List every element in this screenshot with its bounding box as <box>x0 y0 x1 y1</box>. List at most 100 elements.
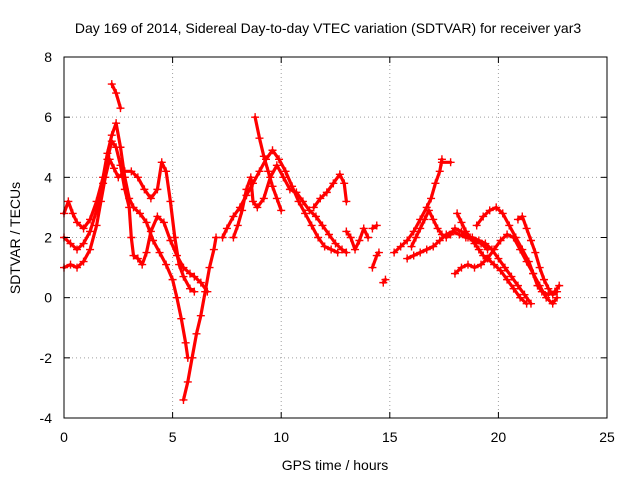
data-point <box>450 224 459 233</box>
data-point <box>492 203 501 212</box>
data-point <box>179 272 188 281</box>
data-point <box>281 167 290 176</box>
data-point <box>472 221 481 230</box>
data-point <box>259 194 268 203</box>
data-point <box>107 80 116 89</box>
data-point <box>96 197 105 206</box>
data-point <box>524 257 533 266</box>
data-point <box>429 215 438 224</box>
series-trace <box>392 157 444 255</box>
data-point <box>183 377 192 386</box>
data-point <box>190 272 199 281</box>
data-point <box>483 254 492 263</box>
data-point <box>275 155 284 164</box>
data-point <box>133 254 142 263</box>
data-point <box>463 260 472 269</box>
y-tick-label: 6 <box>44 109 52 125</box>
data-point <box>548 290 557 299</box>
data-point <box>537 287 546 296</box>
data-point <box>485 206 494 215</box>
data-point <box>333 248 342 257</box>
data-point <box>374 248 383 257</box>
data-point <box>68 209 77 218</box>
series-sat-j <box>342 224 373 254</box>
series-sat-q <box>437 158 455 167</box>
axis-ticks: 0 5 10 15 20 25 -4 -2 0 2 4 6 8 <box>40 49 615 445</box>
data-point <box>268 146 277 155</box>
data-point <box>177 314 186 323</box>
data-point <box>494 254 503 263</box>
data-point <box>264 167 273 176</box>
data-point <box>324 230 333 239</box>
data-point <box>166 197 175 206</box>
data-point <box>66 239 75 248</box>
data-point <box>327 245 336 254</box>
data-point <box>79 224 88 233</box>
data-point <box>159 218 168 227</box>
data-point <box>292 188 301 197</box>
data-point <box>185 284 194 293</box>
data-point <box>513 215 522 224</box>
data-point <box>314 233 323 242</box>
data-point <box>116 104 125 113</box>
data-point <box>307 221 316 230</box>
data-point <box>420 215 429 224</box>
data-point <box>409 251 418 260</box>
data-point <box>251 113 260 122</box>
data-point <box>192 329 201 338</box>
data-point <box>146 227 155 236</box>
y-tick-label: 8 <box>44 49 52 65</box>
data-point <box>511 233 520 242</box>
data-point <box>544 284 553 293</box>
series-sat-i <box>309 170 351 212</box>
data-point <box>190 287 199 296</box>
data-point <box>253 203 262 212</box>
data-point <box>279 173 288 182</box>
data-point <box>320 242 329 251</box>
data-point <box>181 338 190 347</box>
data-point <box>503 275 512 284</box>
data-point <box>520 290 529 299</box>
data-point <box>268 182 277 191</box>
data-point <box>466 233 475 242</box>
data-point <box>127 233 136 242</box>
data-point <box>446 230 455 239</box>
data-point <box>505 221 514 230</box>
data-point <box>316 194 325 203</box>
data-point <box>368 263 377 272</box>
series-sat-k <box>368 221 381 233</box>
data-point <box>390 248 399 257</box>
y-axis-label: SDTVAR / TECUs <box>7 182 23 294</box>
data-point <box>142 248 151 257</box>
data-point <box>427 194 436 203</box>
data-point <box>175 260 184 269</box>
data-point <box>351 245 360 254</box>
data-point <box>196 278 205 287</box>
data-point <box>238 206 247 215</box>
data-point <box>416 224 425 233</box>
data-point <box>372 221 381 230</box>
data-point <box>155 248 164 257</box>
data-point <box>116 161 125 170</box>
data-point <box>535 263 544 272</box>
data-point <box>477 260 486 269</box>
data-point <box>205 263 214 272</box>
data-point <box>79 257 88 266</box>
data-point <box>522 224 531 233</box>
data-point <box>403 236 412 245</box>
x-tick-label: 20 <box>491 429 507 445</box>
data-point <box>359 224 368 233</box>
data-point <box>407 242 416 251</box>
series-sat-e <box>179 233 221 404</box>
data-point <box>446 158 455 167</box>
data-point <box>318 221 327 230</box>
data-point <box>381 275 390 284</box>
data-point <box>138 260 147 269</box>
data-point <box>533 281 542 290</box>
data-point <box>479 212 488 221</box>
data-point <box>509 284 518 293</box>
data-point <box>342 227 351 236</box>
data-point <box>162 260 171 269</box>
data-point <box>201 287 210 296</box>
data-point <box>329 179 338 188</box>
